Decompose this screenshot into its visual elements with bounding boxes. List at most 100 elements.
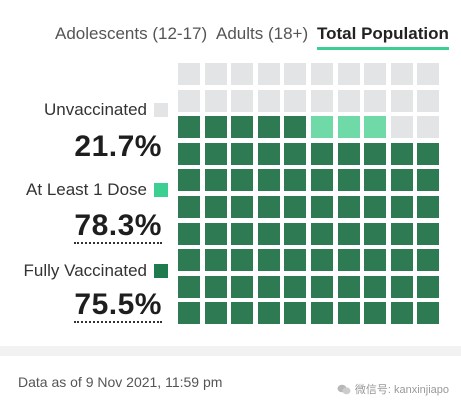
waffle-cell-unvaccinated [205, 63, 227, 85]
waffle-cell-fully-vaccinated [205, 169, 227, 191]
at-least-1-dose-swatch [154, 183, 168, 197]
waffle-cell-fully-vaccinated [311, 196, 333, 218]
waffle-cell-fully-vaccinated [205, 276, 227, 298]
waffle-cell-fully-vaccinated [391, 302, 413, 324]
waffle-cell-fully-vaccinated [391, 169, 413, 191]
waffle-cell-unvaccinated [364, 90, 386, 112]
waffle-cell-unvaccinated [417, 63, 439, 85]
waffle-cell-fully-vaccinated [258, 223, 280, 245]
waffle-cell-fully-vaccinated [417, 169, 439, 191]
waffle-cell-unvaccinated [338, 90, 360, 112]
waffle-cell-fully-vaccinated [258, 169, 280, 191]
waffle-cell-unvaccinated [311, 63, 333, 85]
waffle-cell-unvaccinated [311, 90, 333, 112]
waffle-cell-fully-vaccinated [364, 169, 386, 191]
waffle-cell-unvaccinated [417, 116, 439, 138]
waffle-cell-unvaccinated [178, 90, 200, 112]
waffle-cell-unvaccinated [258, 63, 280, 85]
waffle-cell-fully-vaccinated [391, 276, 413, 298]
waffle-cell-fully-vaccinated [178, 116, 200, 138]
waffle-cell-unvaccinated [364, 63, 386, 85]
waffle-cell-fully-vaccinated [311, 276, 333, 298]
waffle-cell-fully-vaccinated [231, 223, 253, 245]
waffle-cell-unvaccinated [258, 90, 280, 112]
fully-vaccinated-swatch [154, 264, 168, 278]
legend-unvaccinated: Unvaccinated [44, 100, 168, 120]
fully-vaccinated-percent[interactable]: 75.5% [74, 288, 162, 323]
waffle-cell-fully-vaccinated [364, 143, 386, 165]
waffle-cell-fully-vaccinated [231, 116, 253, 138]
waffle-cell-at-least-1-dose [311, 116, 333, 138]
waffle-cell-fully-vaccinated [178, 143, 200, 165]
waffle-chart [178, 63, 443, 328]
waffle-cell-fully-vaccinated [258, 196, 280, 218]
waffle-cell-fully-vaccinated [284, 276, 306, 298]
waffle-cell-unvaccinated [391, 90, 413, 112]
waffle-cell-fully-vaccinated [178, 169, 200, 191]
waffle-cell-fully-vaccinated [338, 302, 360, 324]
waffle-cell-fully-vaccinated [231, 276, 253, 298]
tab-adults[interactable]: Adults (18+) [216, 24, 309, 43]
waffle-cell-fully-vaccinated [178, 196, 200, 218]
waffle-cell-fully-vaccinated [205, 223, 227, 245]
waffle-cell-fully-vaccinated [284, 143, 306, 165]
waffle-cell-fully-vaccinated [205, 143, 227, 165]
waffle-cell-fully-vaccinated [338, 143, 360, 165]
waffle-cell-fully-vaccinated [205, 116, 227, 138]
waffle-cell-fully-vaccinated [364, 276, 386, 298]
population-tabs: Adolescents (12-17) Adults (18+) Total P… [0, 24, 461, 50]
waffle-cell-fully-vaccinated [205, 196, 227, 218]
waffle-cell-fully-vaccinated [231, 196, 253, 218]
waffle-cell-unvaccinated [284, 90, 306, 112]
waffle-cell-fully-vaccinated [178, 223, 200, 245]
waffle-cell-unvaccinated [231, 63, 253, 85]
waffle-cell-fully-vaccinated [284, 249, 306, 271]
at-least-1-dose-percent[interactable]: 78.3% [74, 209, 162, 244]
waffle-cell-fully-vaccinated [364, 223, 386, 245]
waffle-cell-fully-vaccinated [178, 302, 200, 324]
legend-at-least-1-dose: At Least 1 Dose [26, 180, 168, 200]
waffle-cell-fully-vaccinated [231, 249, 253, 271]
waffle-cell-fully-vaccinated [258, 249, 280, 271]
waffle-cell-fully-vaccinated [338, 196, 360, 218]
waffle-cell-unvaccinated [231, 90, 253, 112]
waffle-cell-fully-vaccinated [417, 276, 439, 298]
waffle-cell-fully-vaccinated [391, 249, 413, 271]
waffle-cell-fully-vaccinated [391, 143, 413, 165]
unvaccinated-percent: 21.7% [74, 130, 162, 163]
waffle-cell-fully-vaccinated [258, 276, 280, 298]
waffle-cell-fully-vaccinated [231, 302, 253, 324]
waffle-cell-fully-vaccinated [338, 169, 360, 191]
waffle-cell-fully-vaccinated [205, 249, 227, 271]
waffle-cell-fully-vaccinated [311, 143, 333, 165]
waffle-cell-fully-vaccinated [311, 249, 333, 271]
waffle-cell-fully-vaccinated [178, 276, 200, 298]
waffle-cell-fully-vaccinated [311, 169, 333, 191]
unvaccinated-swatch [154, 103, 168, 117]
waffle-cell-fully-vaccinated [231, 169, 253, 191]
waffle-cell-fully-vaccinated [417, 302, 439, 324]
waffle-cell-fully-vaccinated [364, 302, 386, 324]
waffle-cell-fully-vaccinated [258, 302, 280, 324]
waffle-cell-at-least-1-dose [364, 116, 386, 138]
waffle-cell-fully-vaccinated [311, 223, 333, 245]
waffle-cell-fully-vaccinated [338, 276, 360, 298]
waffle-cell-fully-vaccinated [205, 302, 227, 324]
legend-at-least-1-dose-label: At Least 1 Dose [26, 180, 147, 199]
waffle-cell-fully-vaccinated [178, 249, 200, 271]
data-timestamp: Data as of 9 Nov 2021, 11:59 pm [18, 374, 223, 390]
waffle-cell-fully-vaccinated [284, 169, 306, 191]
waffle-cell-fully-vaccinated [391, 196, 413, 218]
tab-total-population[interactable]: Total Population [317, 24, 449, 50]
waffle-cell-fully-vaccinated [417, 196, 439, 218]
waffle-cell-fully-vaccinated [258, 116, 280, 138]
waffle-cell-unvaccinated [417, 90, 439, 112]
waffle-cell-fully-vaccinated [417, 143, 439, 165]
waffle-cell-fully-vaccinated [284, 116, 306, 138]
tab-adolescents[interactable]: Adolescents (12-17) [55, 24, 208, 43]
waffle-cell-unvaccinated [391, 116, 413, 138]
waffle-cell-unvaccinated [338, 63, 360, 85]
waffle-cell-unvaccinated [178, 63, 200, 85]
waffle-cell-fully-vaccinated [311, 302, 333, 324]
watermark-text: 微信号: kanxinjiapo [354, 384, 449, 396]
